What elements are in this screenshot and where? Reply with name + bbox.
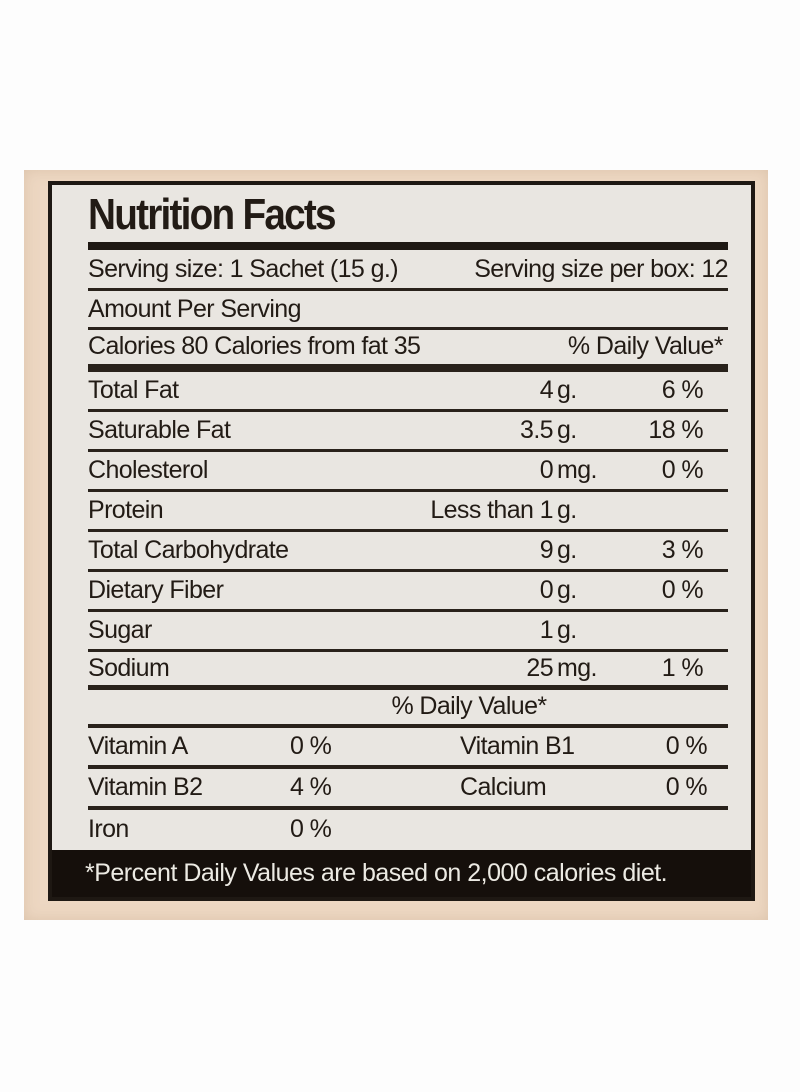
nutrient-daily-value: 6 %: [661, 376, 704, 404]
nutrient-amount-value: 25: [526, 654, 553, 682]
micronutrient-right-value: 0 %: [665, 732, 708, 760]
nutrient-daily-value: 3 %: [661, 536, 704, 564]
calories-text: Calories 80 Calories from fat 35: [88, 332, 421, 360]
nutrient-row: Protein Less than 1 g.: [88, 492, 728, 532]
servings-per-box-text: Serving size per box: 12: [474, 255, 728, 283]
nutrition-facts-title: Nutrition Facts: [88, 190, 337, 239]
footnote-text: *Percent Daily Values are based on 2,000…: [85, 859, 668, 887]
nutrient-row: Dietary Fiber 0 g. 0 %: [88, 572, 728, 612]
nutrient-amount-unit: g.: [557, 576, 577, 604]
daily-value-header: % Daily Value*: [567, 332, 724, 360]
calories-row: Calories 80 Calories from fat 35 % Daily…: [88, 330, 728, 372]
nutrient-row: Saturable Fat 3.5 g. 18 %: [88, 412, 728, 452]
nutrient-row: Cholesterol 0 mg. 0 %: [88, 452, 728, 492]
micronutrient-right-name: Vitamin B1: [460, 732, 575, 760]
nutrient-amount-unit: g.: [557, 496, 577, 524]
micronutrient-row: Vitamin A 0 % Vitamin B1 0 %: [88, 728, 728, 769]
nutrient-daily-value: 18 %: [648, 416, 703, 444]
micronutrient-right-name: Calcium: [460, 773, 547, 801]
nutrient-amount-unit: g.: [557, 536, 577, 564]
nutrient-amount-value: 4: [539, 376, 554, 404]
micronutrient-left-name: Iron: [88, 815, 129, 843]
packaging-panel: Nutrition Facts Serving size: 1 Sachet (…: [24, 170, 768, 920]
nutrient-amount-unit: mg.: [557, 654, 597, 682]
nutrient-row: Sugar 1 g.: [88, 612, 728, 652]
nutrient-amount-value: Less than 1: [430, 496, 553, 524]
nutrient-amount-unit: g.: [557, 616, 577, 644]
nutrient-row: Total Carbohydrate 9 g. 3 %: [88, 532, 728, 572]
nutrient-daily-value: 1 %: [661, 654, 704, 682]
nutrient-name: Saturable Fat: [88, 416, 231, 444]
footnote-bar: *Percent Daily Values are based on 2,000…: [52, 850, 751, 897]
nutrition-facts-content: Nutrition Facts Serving size: 1 Sachet (…: [88, 185, 729, 851]
nutrient-amount-value: 9: [539, 536, 554, 564]
micronutrient-left-value: 0 %: [290, 815, 332, 843]
amount-per-serving-text: Amount Per Serving: [88, 295, 302, 323]
nutrient-name: Sodium: [88, 654, 170, 682]
serving-size-text: Serving size: 1 Sachet (15 g.): [88, 255, 399, 283]
nutrient-name: Total Fat: [88, 376, 179, 404]
divider-thick-top: [88, 242, 728, 250]
amount-per-serving-row: Amount Per Serving: [88, 291, 728, 330]
nutrient-amount-value: 0: [539, 576, 554, 604]
nutrition-facts-box: Nutrition Facts Serving size: 1 Sachet (…: [48, 181, 755, 901]
nutrient-name: Total Carbohydrate: [88, 536, 289, 564]
nutrient-name: Protein: [88, 496, 164, 524]
nutrient-name: Dietary Fiber: [88, 576, 224, 604]
nutrient-amount-unit: g.: [557, 416, 577, 444]
daily-value-mid-header: % Daily Value*: [88, 690, 728, 728]
nutrients-table: Total Fat 4 g. 6 % Saturable Fat 3.5 g. …: [88, 372, 728, 690]
nutrient-row: Sodium 25 mg. 1 %: [88, 652, 728, 690]
nutrient-name: Cholesterol: [88, 456, 208, 484]
nutrient-amount-unit: mg.: [557, 456, 597, 484]
micronutrient-left-name: Vitamin B2: [88, 773, 203, 801]
nutrient-name: Sugar: [88, 616, 152, 644]
nutrient-amount-value: 1: [539, 616, 554, 644]
micronutrient-left-name: Vitamin A: [88, 732, 188, 760]
micronutrient-right-value: 0 %: [665, 773, 708, 801]
micronutrient-left-value: 4 %: [290, 773, 332, 801]
nutrient-amount-value: 3.5: [520, 416, 554, 444]
micronutrients-table: Vitamin A 0 % Vitamin B1 0 % Vitamin B2 …: [88, 728, 728, 851]
micronutrient-left-value: 0 %: [290, 732, 332, 760]
micronutrient-row: Vitamin B2 4 % Calcium 0 %: [88, 769, 728, 810]
nutrient-row: Total Fat 4 g. 6 %: [88, 372, 728, 412]
serving-row: Serving size: 1 Sachet (15 g.) Serving s…: [88, 250, 729, 291]
micronutrient-row: Iron 0 %: [88, 810, 728, 851]
nutrient-daily-value: 0 %: [661, 576, 704, 604]
nutrient-amount-unit: g.: [557, 376, 577, 404]
nutrient-daily-value: 0 %: [661, 456, 704, 484]
nutrient-amount-value: 0: [539, 456, 554, 484]
